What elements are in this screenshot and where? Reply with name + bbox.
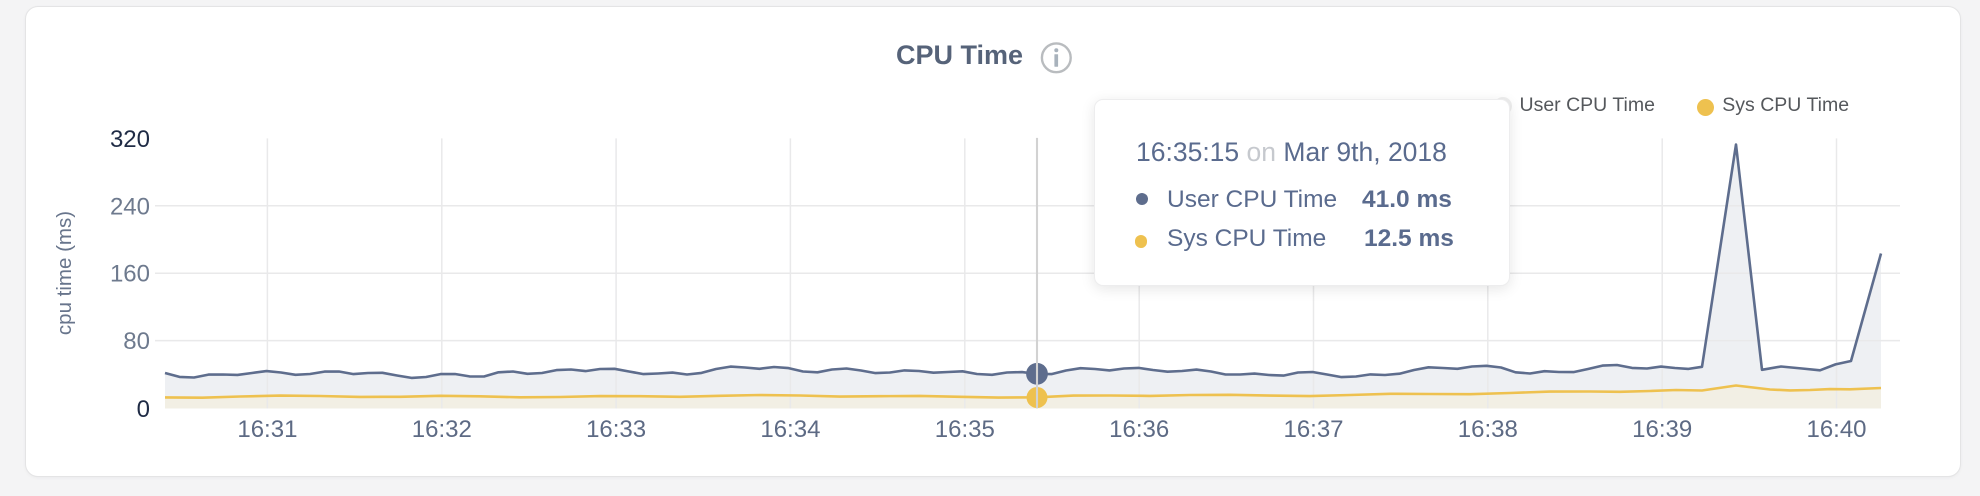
svg-text:16:37: 16:37 — [1283, 416, 1343, 443]
svg-text:160: 160 — [110, 261, 150, 288]
svg-text:16:36: 16:36 — [1109, 416, 1169, 443]
svg-text:16:39: 16:39 — [1632, 416, 1692, 443]
svg-text:0: 0 — [137, 396, 150, 423]
svg-text:320: 320 — [110, 126, 150, 153]
svg-text:cpu time (ms): cpu time (ms) — [53, 211, 76, 335]
svg-text:16:35: 16:35 — [935, 416, 995, 443]
svg-text:16:40: 16:40 — [1806, 416, 1866, 443]
svg-text:16:31: 16:31 — [237, 416, 297, 443]
svg-text:240: 240 — [110, 193, 150, 220]
svg-text:16:33: 16:33 — [586, 416, 646, 443]
svg-text:80: 80 — [123, 328, 150, 355]
svg-text:16:32: 16:32 — [412, 416, 472, 443]
svg-text:16:34: 16:34 — [760, 416, 820, 443]
svg-text:16:38: 16:38 — [1458, 416, 1518, 443]
